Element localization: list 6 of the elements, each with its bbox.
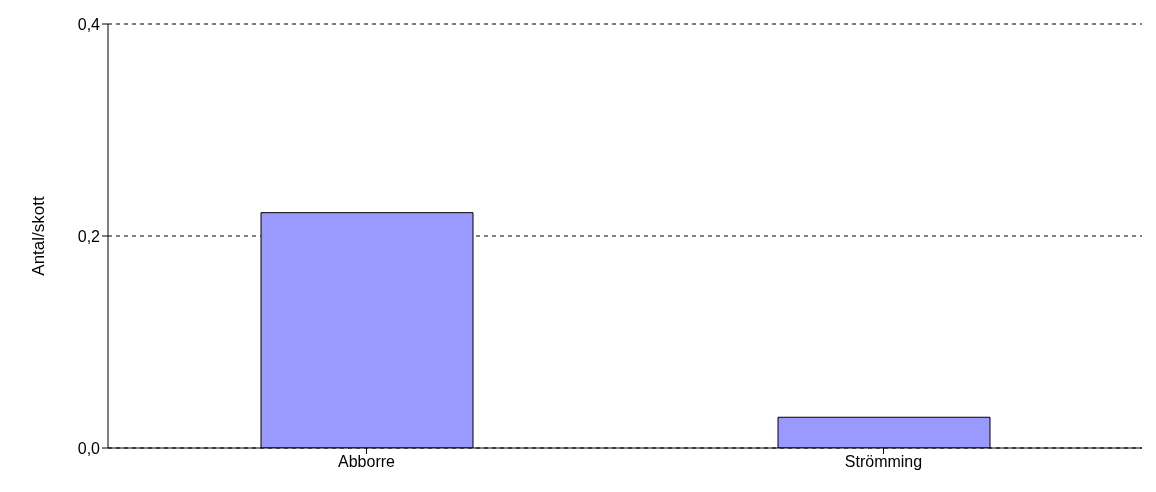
x-tick-label: Abborre [338, 453, 396, 471]
y-tick-label: 0,0 [77, 439, 101, 457]
x-tick-label: Strömming [844, 453, 923, 471]
y-axis-title: Antal/skott [29, 196, 49, 276]
y-tick-label: 0,4 [77, 15, 101, 33]
y-tick-label: 0,2 [77, 227, 101, 245]
